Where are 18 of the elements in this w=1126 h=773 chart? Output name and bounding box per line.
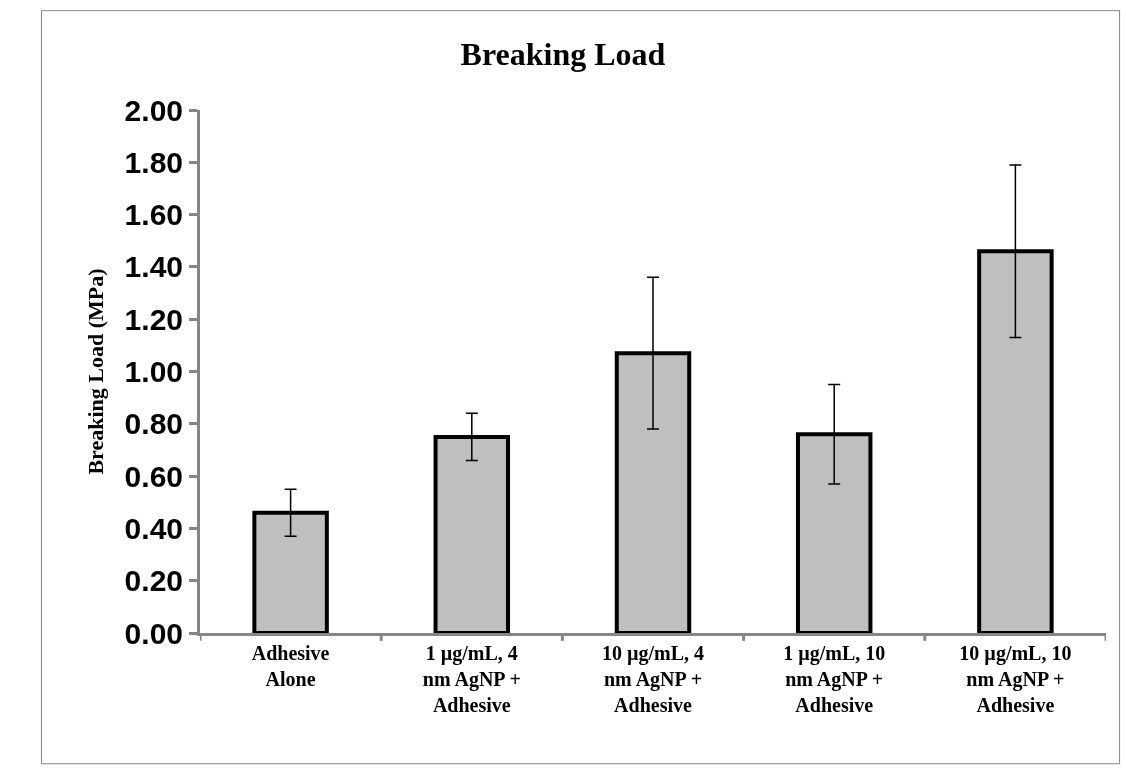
y-axis-title: Breaking Load (MPa)	[83, 268, 109, 475]
x-tick-label: 10 µg/mL, 4 nm AgNP + Adhesive	[601, 642, 705, 716]
y-tick-label: 1.20	[124, 302, 183, 336]
y-tick-label: 1.60	[124, 198, 183, 232]
y-tick-label: 1.80	[124, 145, 183, 179]
y-tick-label: 0.00	[124, 616, 183, 650]
y-tick-label: 2.00	[124, 93, 183, 127]
y-tick-label: 1.00	[124, 355, 183, 388]
x-tick-label: 1 µg/mL, 4 nm AgNP + Adhesive	[422, 642, 521, 716]
y-tick-label: 0.40	[124, 511, 183, 545]
y-tick-label: 0.60	[124, 459, 183, 493]
chart-title: Breaking Load	[460, 36, 666, 73]
y-tick-label: 0.20	[124, 564, 183, 598]
x-tick-label: 10 µg/mL, 10 nm AgNP + Adhesive	[959, 642, 1072, 716]
x-tick-label: 1 µg/mL, 10 nm AgNP + Adhesive	[783, 642, 886, 716]
y-tick-label: 1.40	[124, 250, 183, 284]
x-tick-label: Adhesive Alone	[251, 642, 330, 690]
y-tick-label: 0.80	[124, 407, 183, 441]
